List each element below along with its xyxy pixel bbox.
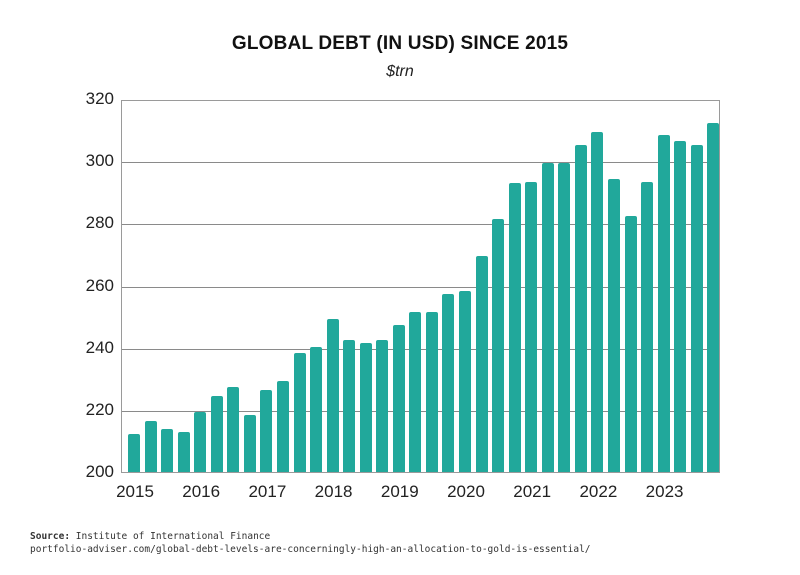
bar [392,324,405,472]
bar [326,318,339,472]
y-tick-label: 280 [85,213,114,233]
bar [359,343,372,472]
bar [210,396,223,472]
bar [243,414,256,472]
bar [177,432,190,472]
x-tick-label: 2019 [380,482,419,501]
bar [641,181,654,472]
gridline [122,224,719,226]
bar [161,428,174,472]
bar [343,340,356,472]
bar [459,290,471,472]
bar [607,178,620,472]
gridline [122,286,719,288]
bar [492,219,505,472]
bar [574,144,587,472]
bar [128,433,140,472]
bar [144,421,157,472]
bar [558,163,571,472]
footer: Source: Institute of International Finan… [30,530,591,556]
source-label: Source: [30,531,71,542]
bar [707,122,720,472]
bar [310,346,323,472]
source-url: portfolio-adviser.com/global-debt-levels… [30,544,591,555]
bar [508,183,521,472]
bar [541,163,554,472]
chart-title: GLOBAL DEBT (IN USD) SINCE 2015 [231,33,569,54]
x-tick-label: 2016 [182,482,221,501]
bar [227,386,240,472]
plot-area [121,100,720,473]
x-tick-label: 2020 [447,482,485,501]
y-tick-label: 220 [85,399,114,419]
bar [260,390,273,472]
chart-subtitle: $trn [386,63,414,80]
bar [624,216,637,472]
bar [442,293,455,472]
bar [276,380,289,472]
source-text: Institute of International Finance [70,531,271,542]
x-tick-label: 2021 [513,482,552,501]
bar [657,135,670,472]
y-tick-label: 300 [85,151,114,171]
x-tick-label: 2018 [314,482,353,501]
x-tick-label: 2023 [645,482,684,501]
bar [690,144,703,472]
x-tick-label: 2022 [579,482,618,501]
bar [475,256,488,472]
bar [591,132,604,472]
bar [376,340,389,472]
y-tick-label: 200 [85,462,114,481]
bar [194,411,207,472]
x-tick-label: 2017 [248,482,287,501]
bar [293,352,306,472]
y-tick-label: 320 [85,89,114,108]
gridline [122,162,719,164]
bar [409,312,422,472]
bar [425,312,438,472]
x-tick-label: 2015 [116,482,154,501]
y-tick-label: 240 [85,337,114,357]
y-tick-label: 260 [85,275,114,295]
bar [674,141,687,472]
bar [525,181,538,472]
source-line: Source: Institute of International Finan… [30,530,591,543]
